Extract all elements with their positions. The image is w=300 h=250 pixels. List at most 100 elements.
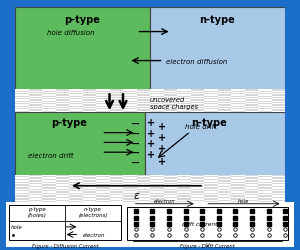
Bar	[231, 111, 244, 112]
Bar	[190, 194, 204, 196]
Bar	[285, 106, 298, 108]
Bar	[136, 194, 150, 196]
Bar	[69, 106, 82, 108]
Bar	[164, 98, 177, 99]
Bar	[177, 174, 190, 175]
Bar	[56, 180, 69, 182]
Bar	[15, 114, 28, 115]
Bar	[136, 100, 150, 101]
Bar	[136, 90, 150, 91]
Bar	[96, 114, 110, 115]
Bar	[96, 101, 110, 102]
Bar	[272, 200, 285, 201]
Bar	[42, 188, 56, 189]
Bar	[285, 184, 298, 186]
Bar	[150, 104, 164, 105]
Bar	[150, 109, 164, 110]
Bar	[190, 95, 204, 96]
Bar	[110, 90, 123, 91]
Bar	[164, 110, 177, 111]
Bar	[258, 193, 272, 194]
Bar	[123, 111, 136, 112]
Bar	[110, 186, 123, 188]
Bar	[28, 92, 42, 94]
Bar	[28, 98, 42, 99]
Text: hole drift: hole drift	[185, 124, 217, 130]
Text: −: −	[130, 148, 140, 158]
Bar	[258, 184, 272, 186]
Bar	[285, 104, 298, 105]
Bar	[96, 176, 110, 178]
Bar	[110, 200, 123, 201]
Bar	[190, 98, 204, 99]
Bar	[258, 99, 272, 100]
Bar	[258, 196, 272, 197]
Bar	[123, 94, 136, 95]
Bar	[150, 89, 164, 90]
Bar	[69, 198, 82, 200]
Bar	[96, 174, 110, 175]
Bar	[96, 190, 110, 192]
Text: p-type
(holes): p-type (holes)	[28, 206, 46, 217]
Bar	[42, 111, 56, 112]
Bar	[15, 99, 28, 100]
Bar	[69, 193, 82, 194]
Bar	[218, 92, 231, 94]
Bar	[204, 190, 218, 192]
Bar	[285, 188, 298, 189]
Text: electron: electron	[82, 232, 105, 237]
Bar	[150, 193, 164, 194]
Bar	[231, 174, 244, 175]
Bar	[28, 105, 42, 106]
Bar	[123, 196, 136, 197]
Bar	[96, 91, 110, 92]
Bar	[123, 184, 136, 186]
Bar	[218, 183, 231, 184]
Bar	[136, 105, 150, 106]
Text: +: +	[158, 122, 166, 132]
Bar	[204, 114, 218, 115]
Bar	[110, 180, 123, 182]
Bar	[285, 91, 298, 92]
Bar	[244, 105, 258, 106]
Bar	[123, 114, 136, 115]
Bar	[231, 91, 244, 92]
Bar	[190, 180, 204, 182]
Bar	[82, 112, 96, 114]
Text: hole: hole	[238, 198, 250, 203]
Text: hole: hole	[11, 224, 23, 230]
Bar	[272, 180, 285, 182]
Bar	[123, 96, 136, 98]
Bar	[82, 197, 96, 198]
Bar	[96, 188, 110, 189]
Bar	[110, 105, 123, 106]
Bar	[56, 95, 69, 96]
Bar	[69, 109, 82, 110]
Bar	[150, 176, 164, 178]
Bar	[136, 175, 150, 176]
Bar	[285, 99, 298, 100]
Bar	[96, 106, 110, 108]
Bar	[164, 194, 177, 196]
Bar	[136, 102, 150, 104]
Bar	[244, 100, 258, 101]
Bar	[218, 189, 231, 190]
Text: n-type
(electrons): n-type (electrons)	[78, 206, 108, 217]
Bar	[69, 196, 82, 197]
Bar	[42, 104, 56, 105]
Bar	[127, 208, 288, 240]
Bar	[15, 96, 28, 98]
Text: +: +	[158, 143, 166, 153]
Bar	[42, 106, 56, 108]
Bar	[42, 193, 56, 194]
Bar	[231, 96, 244, 98]
Bar	[272, 102, 285, 104]
Bar	[285, 196, 298, 197]
Bar	[15, 184, 28, 186]
Bar	[285, 193, 298, 194]
Bar	[28, 178, 42, 179]
Bar	[177, 111, 190, 112]
Bar	[28, 183, 42, 184]
Bar	[150, 190, 164, 192]
Bar	[177, 184, 190, 186]
